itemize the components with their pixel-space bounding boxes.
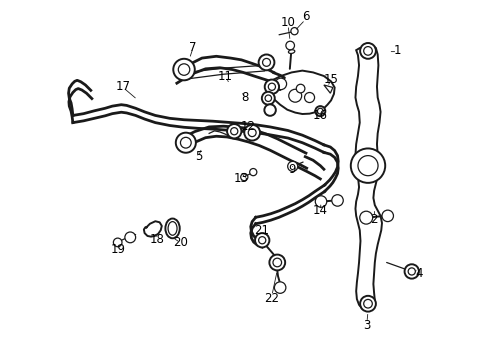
Circle shape [113,238,122,247]
Circle shape [288,161,298,171]
Circle shape [248,129,256,136]
Circle shape [364,300,372,308]
Circle shape [360,211,373,224]
Polygon shape [355,45,382,311]
Circle shape [273,258,282,267]
Text: 20: 20 [173,236,188,249]
Circle shape [351,148,385,183]
Ellipse shape [166,219,180,238]
Circle shape [173,59,195,80]
Text: 10: 10 [281,16,295,29]
Circle shape [286,41,294,50]
Circle shape [265,95,271,102]
Circle shape [360,296,376,312]
Circle shape [360,43,376,59]
Text: 13: 13 [234,172,249,185]
Circle shape [263,58,270,66]
Circle shape [176,133,196,153]
Text: 21: 21 [254,224,269,237]
Circle shape [296,84,305,93]
Circle shape [241,174,248,181]
Text: 4: 4 [415,267,423,280]
Text: 7: 7 [189,41,197,54]
Circle shape [265,80,279,94]
Circle shape [408,268,416,275]
Text: 22: 22 [265,292,279,305]
Circle shape [255,233,270,247]
Text: 17: 17 [116,80,130,93]
Circle shape [259,54,274,70]
Text: 18: 18 [150,233,165,246]
Circle shape [259,237,266,244]
Ellipse shape [289,50,295,54]
Circle shape [262,92,275,105]
Circle shape [245,125,260,140]
Circle shape [318,108,323,114]
Circle shape [265,104,276,116]
Text: 12: 12 [241,120,256,133]
Text: 11: 11 [218,69,233,82]
Text: 16: 16 [313,109,328,122]
Circle shape [178,64,190,75]
Polygon shape [324,85,333,93]
Circle shape [405,264,419,279]
Circle shape [274,282,286,293]
Circle shape [270,255,285,270]
Circle shape [125,232,136,243]
Text: 2: 2 [370,213,378,226]
Circle shape [364,46,372,55]
Circle shape [291,28,298,35]
Text: 8: 8 [241,91,249,104]
Circle shape [227,124,242,138]
Circle shape [304,93,315,103]
Circle shape [332,195,343,206]
Circle shape [358,156,378,176]
Polygon shape [267,71,335,114]
Circle shape [231,128,238,135]
Circle shape [382,210,393,222]
Ellipse shape [168,222,177,235]
Text: 3: 3 [363,319,370,332]
Text: 19: 19 [110,243,125,256]
Text: 6: 6 [302,10,310,23]
Text: 9: 9 [288,163,295,176]
Circle shape [315,106,325,116]
Text: 1: 1 [393,44,401,57]
Circle shape [250,168,257,176]
Circle shape [269,83,275,90]
Text: 5: 5 [195,150,202,163]
Text: 14: 14 [313,204,328,217]
Circle shape [275,78,287,90]
Circle shape [289,89,302,102]
Circle shape [180,137,191,148]
Circle shape [315,196,327,207]
Text: 15: 15 [323,73,339,86]
